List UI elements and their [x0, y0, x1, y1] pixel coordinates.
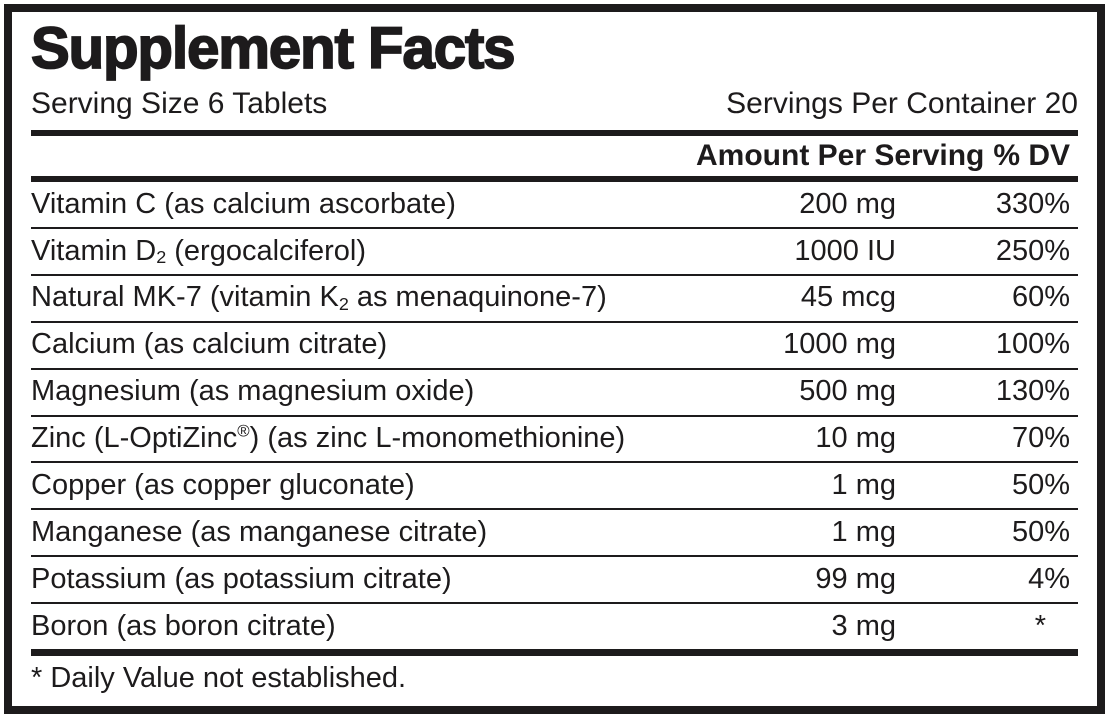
- row-divider: [31, 508, 1078, 511]
- nutrient-amount: 99 mg: [815, 562, 896, 595]
- row-divider: [31, 320, 1078, 323]
- row-divider: [31, 227, 1078, 230]
- nutrient-row: Calcium (as calcium citrate) 1000 mg 100%: [31, 323, 1078, 368]
- nutrient-amount: 1 mg: [831, 515, 896, 548]
- nutrient-name: Copper (as copper gluconate): [31, 468, 415, 501]
- nutrient-dv: *: [1034, 609, 1046, 642]
- nutrient-amount: 1 mg: [831, 468, 896, 501]
- nutrient-row: Natural MK-7 (vitamin K2 as menaquinone-…: [31, 276, 1078, 321]
- nutrient-row: Zinc (L-OptiZinc®) (as zinc L-monomethio…: [31, 417, 1078, 462]
- serving-size-label: Serving Size 6 Tablets: [31, 86, 328, 120]
- nutrient-name: Vitamin D2 (ergocalciferol): [31, 234, 367, 267]
- supplement-facts-panel: Supplement Facts Serving Size 6 Tablets …: [4, 4, 1105, 714]
- amount-per-serving-header: Amount Per Serving: [696, 139, 985, 173]
- nutrient-amount: 500 mg: [799, 375, 896, 408]
- row-divider: [31, 555, 1078, 558]
- divider-header-thick: [31, 176, 1078, 183]
- nutrient-name: Zinc (L-OptiZinc®) (as zinc L-monomethio…: [31, 421, 626, 455]
- nutrient-amount: 10 mg: [815, 422, 896, 455]
- nutrient-dv: 100%: [995, 328, 1070, 361]
- nutrient-name: Potassium (as potassium citrate): [31, 562, 452, 595]
- divider-top-thick: [31, 130, 1078, 137]
- nutrient-amount: 45 mcg: [800, 281, 896, 314]
- row-divider: [31, 273, 1078, 276]
- nutrient-dv: 330%: [995, 187, 1070, 220]
- nutrient-row: Potassium (as potassium citrate) 99 mg 4%: [31, 557, 1078, 602]
- nutrient-name: Magnesium (as magnesium oxide): [31, 375, 475, 408]
- nutrient-row: Copper (as copper gluconate) 1 mg 50%: [31, 463, 1078, 508]
- row-divider: [31, 414, 1078, 417]
- table-header-row: Amount Per Serving % DV: [31, 136, 1078, 176]
- nutrient-dv: 50%: [1011, 468, 1070, 501]
- nutrient-name: Natural MK-7 (vitamin K2 as menaquinone-…: [31, 281, 607, 314]
- nutrient-amount: 200 mg: [799, 187, 896, 220]
- percent-dv-header: % DV: [993, 139, 1070, 173]
- nutrient-row: Vitamin D2 (ergocalciferol) 1000 IU 250%: [31, 229, 1078, 274]
- nutrient-name: Calcium (as calcium citrate): [31, 328, 388, 361]
- nutrient-name: Vitamin C (as calcium ascorbate): [31, 187, 456, 220]
- nutrient-dv: 250%: [995, 234, 1070, 267]
- nutrient-amount: 1000 IU: [794, 234, 896, 267]
- nutrient-row: Vitamin C (as calcium ascorbate) 200 mg 33…: [31, 182, 1078, 227]
- nutrient-dv: 70%: [1011, 422, 1070, 455]
- row-divider: [31, 461, 1078, 464]
- nutrient-dv: 50%: [1011, 515, 1070, 548]
- nutrient-row: Manganese (as manganese citrate) 1 mg 50%: [31, 510, 1078, 555]
- nutrient-name: Boron (as boron citrate): [31, 609, 336, 642]
- servings-per-container-label: Servings Per Container 20: [726, 86, 1078, 120]
- panel-title: Supplement Facts: [30, 16, 516, 81]
- row-divider: [31, 602, 1078, 605]
- nutrient-row: Magnesium (as magnesium oxide) 500 mg 130%: [31, 370, 1078, 415]
- nutrient-row: Boron (as boron citrate) 3 mg *: [31, 604, 1078, 649]
- nutrient-dv: 4%: [1028, 562, 1070, 595]
- footnote: * Daily Value not established.: [31, 661, 407, 694]
- nutrient-dv: 60%: [1011, 281, 1070, 314]
- nutrient-amount: 3 mg: [831, 609, 896, 642]
- row-divider: [31, 367, 1078, 370]
- nutrient-table: Vitamin C (as calcium ascorbate) 200 mg 33…: [31, 182, 1078, 649]
- serving-info: Serving Size 6 Tablets Servings Per Cont…: [31, 87, 1078, 122]
- divider-footnote-thick: [31, 649, 1078, 656]
- nutrient-amount: 1000 mg: [783, 328, 896, 361]
- nutrient-dv: 130%: [995, 375, 1070, 408]
- nutrient-name: Manganese (as manganese citrate): [31, 515, 488, 548]
